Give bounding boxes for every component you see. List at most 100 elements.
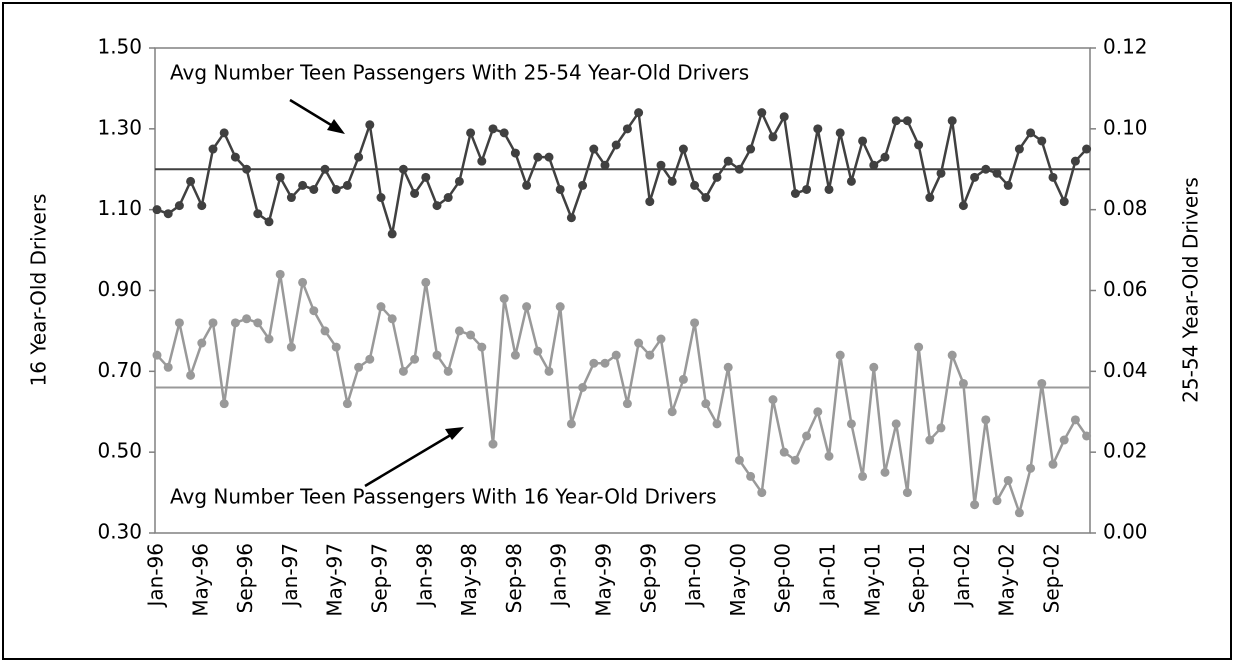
data-point bbox=[645, 197, 655, 207]
data-point bbox=[779, 447, 789, 457]
data-point bbox=[208, 144, 218, 154]
data-point bbox=[1026, 463, 1036, 473]
data-point bbox=[1003, 180, 1013, 190]
data-point bbox=[936, 423, 946, 433]
data-point bbox=[163, 362, 173, 372]
data-point bbox=[1014, 508, 1024, 518]
data-point bbox=[331, 342, 341, 352]
x-tick-label: Jan-96 bbox=[144, 543, 168, 609]
data-point bbox=[813, 124, 823, 134]
data-point bbox=[723, 362, 733, 372]
y2-tick-label: 0.06 bbox=[1103, 277, 1148, 301]
data-point bbox=[331, 184, 341, 194]
data-point bbox=[1082, 431, 1092, 441]
data-point bbox=[970, 172, 980, 182]
data-point bbox=[746, 144, 756, 154]
data-point bbox=[656, 334, 666, 344]
data-point bbox=[589, 144, 599, 154]
y2-tick-label: 0.02 bbox=[1103, 439, 1148, 463]
y2-tick-label: 0.08 bbox=[1103, 196, 1148, 220]
data-point bbox=[611, 350, 621, 360]
data-point bbox=[824, 451, 834, 461]
data-point bbox=[522, 302, 532, 312]
x-tick-label: Jan-01 bbox=[816, 543, 840, 609]
data-point bbox=[286, 193, 296, 203]
data-point bbox=[1070, 415, 1080, 425]
data-point bbox=[466, 330, 476, 340]
data-point bbox=[634, 108, 644, 118]
data-point bbox=[365, 120, 375, 130]
data-point bbox=[466, 128, 476, 138]
data-point bbox=[1037, 136, 1047, 146]
x-tick-label: Jan-97 bbox=[278, 543, 302, 609]
data-point bbox=[309, 306, 319, 316]
data-point bbox=[734, 455, 744, 465]
y-tick-label: 1.30 bbox=[97, 115, 142, 139]
data-point bbox=[634, 338, 644, 348]
x-tick-label: Jan-98 bbox=[412, 543, 436, 609]
data-point bbox=[421, 277, 431, 287]
data-point bbox=[622, 399, 632, 409]
data-point bbox=[443, 366, 453, 376]
data-point bbox=[533, 152, 543, 162]
data-point bbox=[1048, 172, 1058, 182]
data-point bbox=[645, 350, 655, 360]
data-point bbox=[443, 193, 453, 203]
data-point bbox=[824, 184, 834, 194]
data-point bbox=[667, 176, 677, 186]
y-tick-label: 0.70 bbox=[97, 358, 142, 382]
data-point bbox=[690, 180, 700, 190]
y2-tick-label: 0.12 bbox=[1103, 35, 1148, 59]
data-point bbox=[958, 201, 968, 211]
data-point bbox=[264, 217, 274, 227]
data-point bbox=[510, 148, 520, 158]
data-point bbox=[1082, 144, 1092, 154]
data-point bbox=[869, 362, 879, 372]
data-point bbox=[555, 184, 565, 194]
x-tick-label: Jan-02 bbox=[950, 543, 974, 609]
data-point bbox=[354, 362, 364, 372]
data-point bbox=[701, 193, 711, 203]
data-point bbox=[891, 419, 901, 429]
data-point bbox=[197, 338, 207, 348]
data-point bbox=[219, 399, 229, 409]
y2-tick-label: 0.00 bbox=[1103, 520, 1148, 544]
data-point bbox=[947, 350, 957, 360]
data-point bbox=[1070, 156, 1080, 166]
data-point bbox=[253, 209, 263, 219]
y-tick-label: 1.50 bbox=[97, 35, 142, 59]
data-point bbox=[746, 471, 756, 481]
data-point bbox=[264, 334, 274, 344]
arrow bbox=[289, 98, 464, 488]
data-point bbox=[566, 213, 576, 223]
data-point bbox=[757, 488, 767, 498]
data-point bbox=[802, 184, 812, 194]
data-point bbox=[152, 350, 162, 360]
data-point bbox=[880, 152, 890, 162]
data-point bbox=[376, 193, 386, 203]
data-point bbox=[230, 318, 240, 328]
data-point bbox=[253, 318, 263, 328]
data-point bbox=[454, 326, 464, 336]
data-point bbox=[813, 407, 823, 417]
data-point bbox=[578, 383, 588, 392]
data-point bbox=[320, 326, 330, 336]
x-tick-label: Sep-97 bbox=[368, 543, 392, 613]
data-point bbox=[275, 269, 285, 279]
data-point bbox=[365, 354, 375, 364]
data-point bbox=[914, 140, 924, 150]
data-point bbox=[342, 399, 352, 409]
data-point bbox=[219, 128, 229, 138]
x-tick-label: Sep-96 bbox=[233, 543, 257, 613]
data-point bbox=[869, 160, 879, 170]
data-point bbox=[499, 128, 509, 138]
data-point bbox=[174, 201, 184, 211]
data-point bbox=[611, 140, 621, 150]
y-axis-label: 16 Year-Old Drivers bbox=[27, 194, 51, 387]
data-point bbox=[242, 314, 252, 324]
data-point bbox=[891, 116, 901, 126]
data-point bbox=[667, 407, 677, 417]
data-point bbox=[510, 350, 520, 360]
x-tick-label: May-96 bbox=[188, 543, 212, 617]
